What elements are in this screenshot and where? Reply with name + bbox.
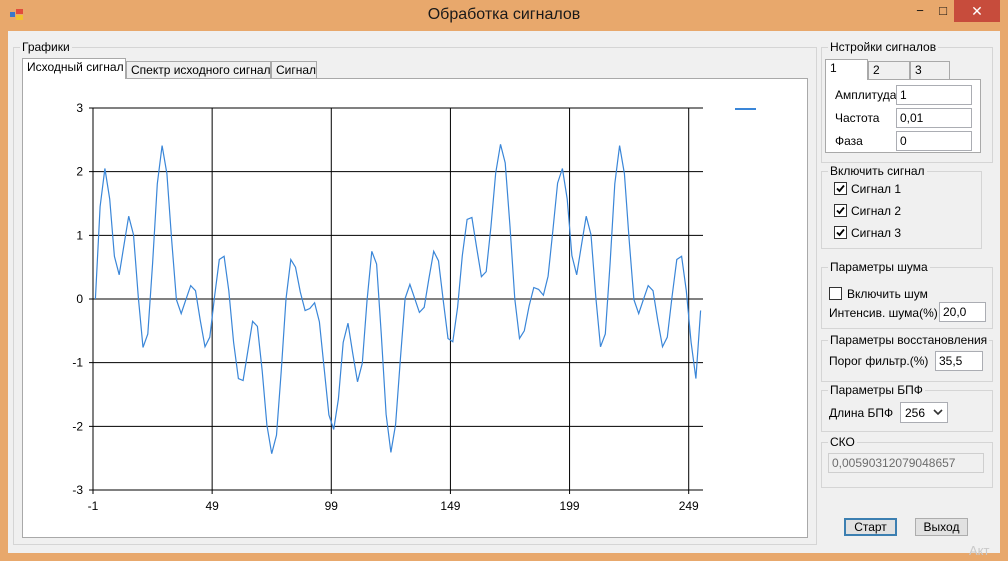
y-tick-label: 0	[76, 292, 83, 306]
frequency-input[interactable]: 0,01	[896, 108, 972, 128]
y-tick-label: -3	[72, 483, 83, 497]
noise-intensity-label: Интенсив. шума(%)	[829, 306, 938, 320]
x-tick-label: 199	[560, 499, 580, 513]
tab-signal-1[interactable]: 1	[825, 59, 868, 80]
app-icon	[10, 9, 23, 20]
rms-group-title: СКО	[828, 435, 857, 449]
minimize-button[interactable]: −	[916, 3, 924, 18]
y-tick-label: 2	[76, 165, 83, 179]
signal-series-line	[94, 144, 702, 454]
signal-1-label: Сигнал 1	[851, 182, 902, 196]
title-bar: Обработка сигналов − □ ✕	[0, 0, 1008, 32]
frequency-label: Частота	[835, 111, 880, 125]
signal-settings-group-title: Нстройки сигналов	[828, 40, 939, 54]
tab-source-signal[interactable]: Исходный сигнал	[22, 58, 126, 79]
y-tick-label: 3	[76, 101, 83, 115]
enable-signal-group: Включить сигнал	[821, 164, 982, 249]
client-area: Графики Исходный сигнал Спектр исходного…	[8, 31, 1000, 553]
noise-group: Параметры шума	[821, 260, 993, 329]
x-tick-label: 49	[205, 499, 219, 513]
fft-group-title: Параметры БПФ	[828, 383, 925, 397]
tab-signal-2[interactable]: 2	[868, 61, 910, 79]
close-button[interactable]: ✕	[954, 0, 1000, 22]
signal-2-label: Сигнал 2	[851, 204, 902, 218]
threshold-label: Порог фильтр.(%)	[829, 354, 929, 368]
start-button[interactable]: Старт	[844, 518, 897, 536]
x-tick-label: 249	[679, 499, 699, 513]
graph-tabpage: -1 49 99 149 199 249 3 2 1 0 -1 -2 -3	[22, 78, 808, 538]
fft-length-select[interactable]: 256	[900, 402, 948, 423]
fft-group: Параметры БПФ	[821, 383, 993, 432]
tab-signal[interactable]: Сигнал	[271, 61, 317, 79]
fft-length-value: 256	[905, 406, 926, 420]
tab-source-spectrum[interactable]: Спектр исходного сигнала	[126, 61, 277, 79]
enable-signal-group-title: Включить сигнал	[828, 164, 927, 178]
graphs-group: Графики	[13, 40, 817, 545]
tab-signal-3[interactable]: 3	[910, 61, 950, 79]
noise-group-title: Параметры шума	[828, 260, 930, 274]
y-tick-label: -2	[72, 419, 83, 433]
signal-settings-group: Нстройки сигналов	[821, 40, 993, 163]
enable-noise-checkbox[interactable]	[829, 287, 842, 300]
rms-group: СКО	[821, 435, 993, 488]
recovery-group: Параметры восстановления	[821, 333, 993, 382]
enable-noise-label: Включить шум	[847, 287, 928, 301]
amplitude-input[interactable]: 1	[896, 85, 972, 105]
exit-button[interactable]: Выход	[915, 518, 968, 536]
phase-input[interactable]: 0	[896, 131, 972, 151]
graphs-group-title: Графики	[20, 40, 72, 54]
noise-intensity-input[interactable]: 20,0	[939, 302, 986, 322]
recovery-group-title: Параметры восстановления	[828, 333, 990, 347]
fft-length-label: Длина БПФ	[829, 406, 894, 420]
phase-label: Фаза	[835, 134, 863, 148]
window-title: Обработка сигналов	[427, 6, 581, 23]
signal-3-checkbox[interactable]	[834, 226, 847, 239]
x-tick-label: -1	[88, 499, 99, 513]
y-tick-label: -1	[72, 356, 83, 370]
x-tick-label: 99	[325, 499, 339, 513]
threshold-input[interactable]: 35,5	[935, 351, 983, 371]
activation-watermark: Акт	[969, 543, 990, 558]
x-tick-label: 149	[440, 499, 460, 513]
y-tick-label: 1	[76, 228, 83, 242]
signal-chart: -1 49 99 149 199 249 3 2 1 0 -1 -2 -3	[72, 101, 756, 513]
signal-3-label: Сигнал 3	[851, 226, 902, 240]
signal-2-checkbox[interactable]	[834, 204, 847, 217]
maximize-button[interactable]: □	[939, 3, 947, 18]
signal-1-checkbox[interactable]	[834, 182, 847, 195]
chevron-down-icon	[933, 409, 943, 416]
amplitude-label: Амплитуда	[835, 88, 897, 102]
rms-output: 0,00590312079048657	[828, 453, 984, 473]
